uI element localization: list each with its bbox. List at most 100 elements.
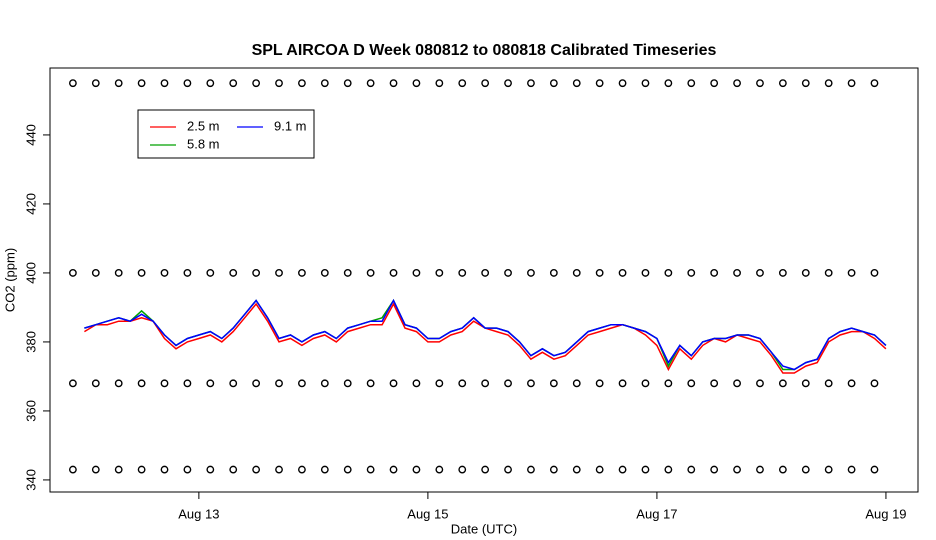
calibration-point: [847, 379, 856, 388]
calibration-point: [114, 79, 123, 88]
calibration-point: [389, 79, 398, 88]
calibration-point: [481, 269, 490, 277]
calibration-point: [733, 465, 741, 474]
calibration-point: [366, 379, 375, 388]
calibration-point: [183, 269, 192, 277]
calibration-point: [389, 269, 398, 277]
calibration-point: [435, 379, 444, 388]
calibration-point: [252, 79, 261, 88]
calibration-point: [91, 465, 100, 474]
calibration-point: [91, 79, 100, 88]
plot-frame: [49, 67, 919, 493]
calibration-point: [595, 379, 604, 388]
calibration-point: [206, 79, 215, 88]
calibration-point: [778, 269, 787, 277]
calibration-point: [618, 465, 627, 474]
y-tick-label: 400: [23, 262, 38, 284]
calibration-point: [343, 269, 352, 277]
calibration-point: [572, 79, 581, 88]
calibration-point: [320, 269, 329, 277]
calibration-point: [183, 79, 192, 88]
calibration-point: [320, 379, 329, 388]
calibration-point: [641, 379, 650, 388]
calibration-point: [504, 379, 512, 388]
calibration-point: [870, 79, 879, 88]
calibration-point: [298, 465, 306, 474]
calibration-point: [275, 269, 283, 277]
calibration-point: [870, 269, 879, 277]
calibration-point: [458, 269, 467, 277]
calibration-point: [69, 465, 77, 474]
calibration-point: [458, 465, 467, 474]
calibration-point: [229, 465, 238, 474]
calibration-point: [527, 379, 535, 388]
calibration-point: [481, 465, 490, 474]
x-tick-label: Aug 15: [407, 506, 448, 521]
calibration-point: [229, 269, 238, 277]
calibration-point: [778, 379, 787, 388]
calibration-point: [412, 379, 421, 388]
calibration-point: [778, 465, 787, 474]
y-tick-label: 360: [23, 400, 38, 422]
x-tick-label: Aug 13: [178, 506, 219, 521]
calibration-point: [91, 379, 100, 388]
calibration-point: [710, 379, 719, 388]
calibration-point: [298, 379, 306, 388]
calibration-point: [160, 465, 169, 474]
calibration-point: [527, 465, 535, 474]
calibration-point: [733, 269, 741, 277]
calibration-point: [824, 465, 833, 474]
calibration-point: [206, 379, 215, 388]
calibration-point: [664, 79, 673, 88]
calibration-point: [137, 79, 146, 88]
calibration-point: [275, 79, 283, 88]
calibration-point: [687, 79, 696, 88]
calibration-point: [252, 465, 261, 474]
calibration-point: [137, 269, 146, 277]
series-line: [84, 302, 887, 374]
calibration-point: [756, 79, 764, 88]
calibration-point: [412, 269, 421, 277]
calibration-point: [160, 379, 169, 388]
calibration-point: [412, 465, 421, 474]
calibration-point: [756, 465, 764, 474]
calibration-point: [389, 379, 398, 388]
calibration-point: [458, 379, 467, 388]
calibration-point: [801, 269, 810, 277]
calibration-point: [618, 379, 627, 388]
calibration-point: [847, 79, 856, 88]
calibration-point: [320, 465, 329, 474]
calibration-point: [504, 269, 512, 277]
legend-label: 5.8 m: [187, 136, 220, 151]
calibration-point: [69, 79, 77, 88]
y-tick-label: 380: [23, 331, 38, 353]
calibration-point: [504, 79, 512, 88]
y-tick-label: 420: [23, 193, 38, 215]
calibration-point: [618, 269, 627, 277]
calibration-point: [801, 465, 810, 474]
series-line: [84, 298, 887, 371]
calibration-point: [435, 79, 444, 88]
calibration-point: [710, 79, 719, 88]
calibration-point: [824, 269, 833, 277]
calibration-point: [527, 269, 535, 277]
calibration-point: [114, 269, 123, 277]
x-axis-label: Date (UTC): [451, 521, 517, 536]
x-tick-label: Aug 19: [865, 506, 906, 521]
calibration-point: [412, 79, 421, 88]
calibration-point: [847, 465, 856, 474]
calibration-point: [641, 465, 650, 474]
calibration-point: [664, 465, 673, 474]
calibration-point: [595, 269, 604, 277]
legend-label: 9.1 m: [274, 118, 307, 133]
calibration-point: [801, 379, 810, 388]
calibration-point: [343, 465, 352, 474]
calibration-point: [595, 465, 604, 474]
calibration-point: [343, 379, 352, 388]
y-tick-label: 340: [23, 469, 38, 491]
calibration-point: [778, 79, 787, 88]
calibration-point: [275, 379, 283, 388]
calibration-point: [641, 269, 650, 277]
calibration-point: [275, 465, 283, 474]
